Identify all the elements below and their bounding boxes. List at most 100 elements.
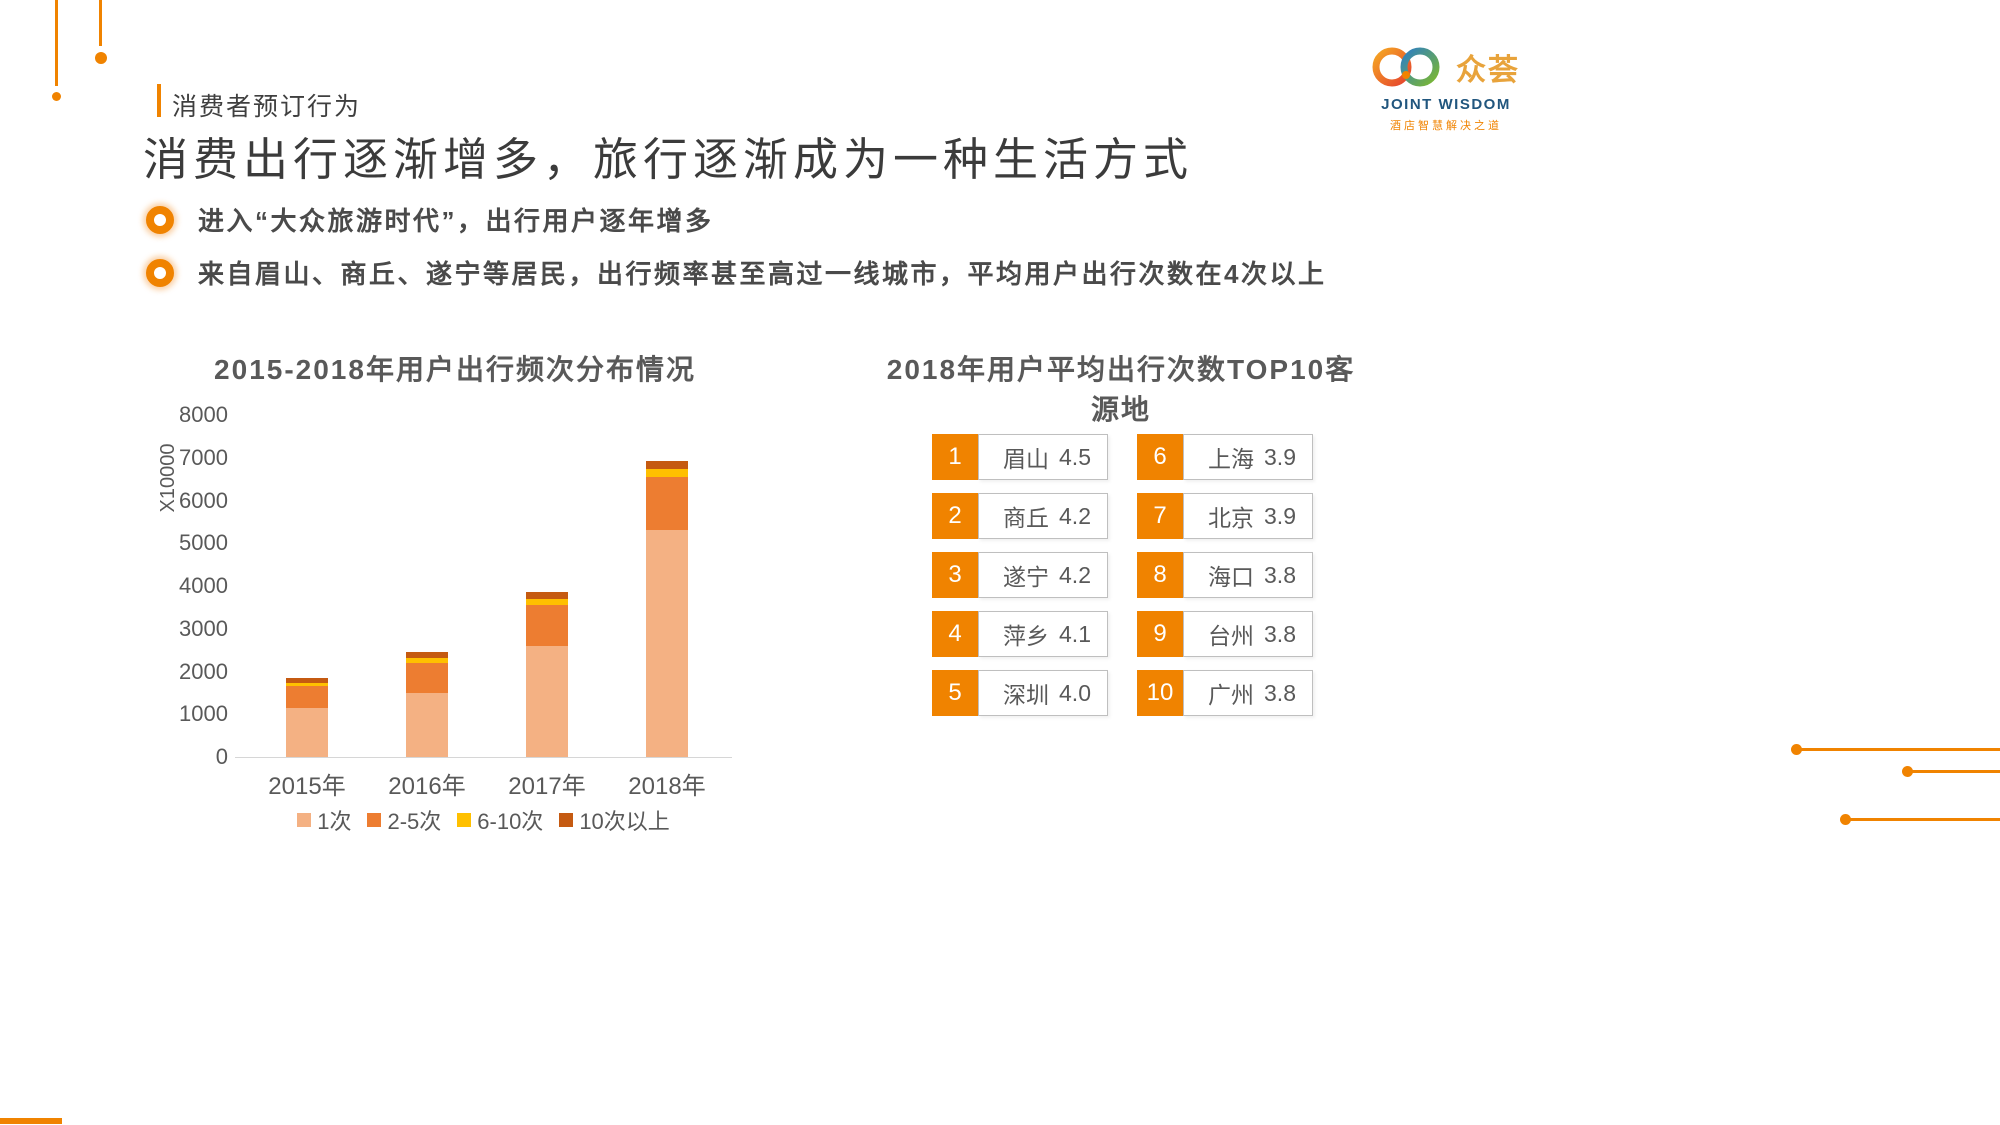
rank-row: 7 北京 3.9 [1137,493,1313,539]
legend-swatch [559,813,574,827]
rank-number: 2 [932,493,978,539]
rank-row: 10 广州 3.8 [1137,670,1313,716]
rank-row: 8 海口 3.8 [1137,552,1313,598]
bar-segment-10次以上 [286,678,328,683]
legend-label: 1次 [317,809,352,834]
bar-chart-title: 2015-2018年用户出行频次分布情况 [214,354,696,385]
rank-value: 4.5 [1059,443,1091,470]
y-axis-tick: 8000 [179,402,228,427]
bar-segment-2-5次 [526,605,568,646]
rank-city: 商丘 [1003,505,1049,531]
legend-label: 10次以上 [579,809,670,834]
rank-number: 6 [1137,434,1183,480]
bullet-ring-icon [146,205,174,234]
rank-value: 3.9 [1264,502,1296,529]
rank-number: 7 [1137,493,1183,539]
ranking-column-left: 1 眉山 4.5 2 商丘 4.2 3 遂宁 4.2 4 萍乡 4.1 5 深圳 4.0 [932,434,1108,716]
bar-segment-2-5次 [646,476,688,531]
rank-row: 5 深圳 4.0 [932,670,1108,716]
y-axis-tick: 5000 [179,530,228,556]
rank-city: 遂宁 [1003,564,1049,590]
legend-item: 6-10次 [457,804,543,836]
stacked-bar-chart: X10000 0 1000 2000 3000 4000 5000 6000 7000 8000… [150,400,790,860]
decor-vline-2 [99,0,102,46]
rank-box: 遂宁 4.2 [978,552,1108,598]
rank-row: 1 眉山 4.5 [932,434,1108,480]
rank-row: 4 萍乡 4.1 [932,611,1108,657]
y-axis-tick: 1000 [179,701,228,727]
bar-segment-2-5次 [406,662,448,693]
bar-segment-1次 [526,645,568,757]
ranking-table: 1 眉山 4.5 2 商丘 4.2 3 遂宁 4.2 4 萍乡 4.1 5 深圳 4.0 6 上海 3.9 7 北京… [932,434,1313,716]
rank-number: 3 [932,552,978,598]
legend-swatch [297,813,312,827]
legend-swatch [367,813,382,827]
rank-city: 萍乡 [1003,623,1049,649]
eyebrow-accent-bar [157,84,161,117]
bar-segment-1次 [646,530,688,757]
rank-city: 广州 [1208,682,1254,708]
rank-number: 10 [1137,670,1183,716]
rank-value: 3.8 [1264,679,1296,706]
rank-number: 1 [932,434,978,480]
decor-dot-2 [95,52,107,64]
legend-swatch [457,813,472,827]
y-axis-tick: 0 [215,744,228,769]
rank-box: 眉山 4.5 [978,434,1108,480]
logo-tagline: 酒店智慧解决之道 [1390,120,1502,132]
rank-box: 北京 3.9 [1183,493,1313,539]
bullet-item-2: 来自眉山、商丘、遂宁等居民，出行频率甚至高过一线城市，平均用户出行次数在4次以上 [146,254,1326,291]
y-axis-tick: 2000 [179,658,228,684]
decor-vline-1 [55,0,58,86]
x-axis-label: 2016年 [388,773,466,800]
decor-dot-5 [1840,814,1851,825]
rank-number: 5 [932,670,978,716]
rank-box: 海口 3.8 [1183,552,1313,598]
legend-item: 2-5次 [367,804,441,836]
rank-value: 3.8 [1264,561,1296,588]
rank-city: 海口 [1208,564,1254,590]
bullet-ring-icon [146,258,174,287]
rank-row: 3 遂宁 4.2 [932,552,1108,598]
bar-segment-1次 [406,692,448,757]
x-axis-line [235,757,732,758]
rank-city: 深圳 [1003,682,1049,708]
rank-value: 4.2 [1059,561,1091,588]
rank-number: 8 [1137,552,1183,598]
bar-segment-1次 [286,707,328,757]
rank-value: 3.8 [1264,620,1296,647]
y-axis-tick: 3000 [179,615,228,641]
bar-segment-6-10次 [406,657,448,663]
eyebrow: 消费者预订行为 [172,93,362,121]
rank-row: 2 商丘 4.2 [932,493,1108,539]
bar-segment-6-10次 [526,598,568,606]
page-title: 消费出行逐渐增多，旅行逐渐成为一种生活方式 [143,134,1194,185]
bar-segment-2-5次 [286,686,328,708]
x-axis-label: 2017年 [508,773,586,800]
bullet-text-1: 进入“大众旅游时代”，出行用户逐年增多 [198,206,714,236]
rank-box: 台州 3.8 [1183,611,1313,657]
joint-wisdom-logo: 众荟 JOINT WISDOM 酒店智慧解决之道 [1366,40,1526,133]
decor-hline-3 [1846,818,2000,821]
bar-segment-10次以上 [646,460,688,470]
chart-legend: 1次 2-5次 6-10次 10次以上 [235,804,732,836]
decor-dot-3 [1791,744,1802,755]
rank-value: 3.9 [1264,443,1296,470]
y-axis-tick: 4000 [179,573,228,598]
ranking-title: 2018年用户平均出行次数TOP10客源地 [886,354,1356,425]
rank-value: 4.0 [1059,679,1091,706]
logo-name: 众荟 [1456,54,1520,87]
bullet-item-1: 进入“大众旅游时代”，出行用户逐年增多 [146,201,714,238]
rank-value: 4.1 [1059,620,1091,647]
ranking-column-right: 6 上海 3.9 7 北京 3.9 8 海口 3.8 9 台州 3.8 10 广州 3.8 [1137,434,1313,716]
legend-item: 10次以上 [559,804,670,836]
rank-number: 9 [1137,611,1183,657]
rank-value: 4.2 [1059,502,1091,529]
rank-number: 4 [932,611,978,657]
rank-city: 眉山 [1003,446,1049,472]
rank-city: 北京 [1208,505,1254,531]
rank-box: 商丘 4.2 [978,493,1108,539]
rank-row: 6 上海 3.9 [1137,434,1313,480]
rank-city: 台州 [1208,623,1254,649]
